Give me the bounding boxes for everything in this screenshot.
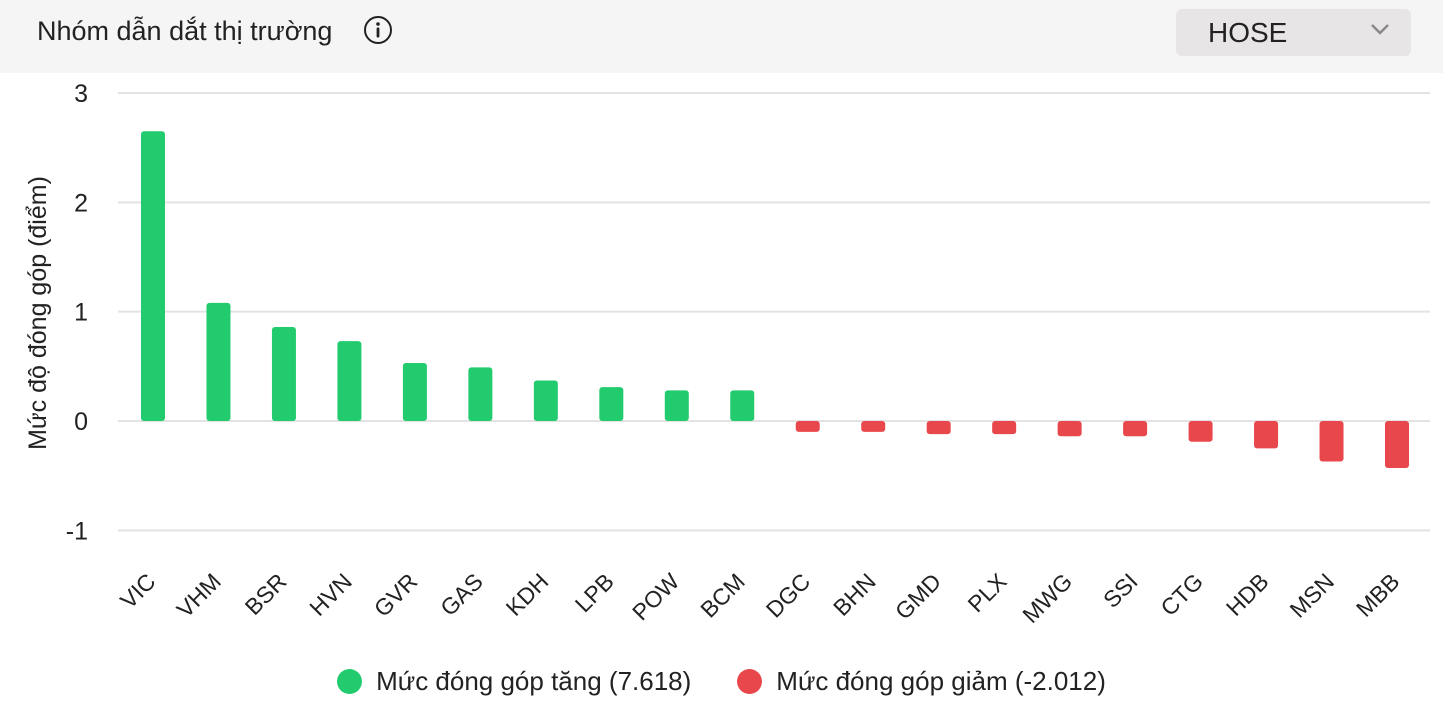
x-tick-label: HVN bbox=[304, 568, 357, 621]
x-tick-label: POW bbox=[627, 568, 684, 625]
y-axis-label: Mức độ đóng góp (điểm) bbox=[24, 176, 52, 450]
bar bbox=[664, 390, 689, 421]
bar bbox=[861, 421, 886, 432]
bar bbox=[402, 363, 427, 421]
x-tick-label: PLX bbox=[963, 568, 1012, 617]
x-tick-label: VHM bbox=[171, 568, 226, 623]
y-tick-label: -1 bbox=[66, 517, 88, 545]
bar bbox=[1123, 421, 1148, 437]
bar bbox=[1385, 421, 1409, 469]
x-tick-label: GMD bbox=[890, 568, 946, 624]
x-tick-label: VIC bbox=[115, 568, 160, 613]
chevron-down-icon bbox=[1371, 24, 1389, 35]
legend-dot-down bbox=[737, 668, 763, 694]
legend-item-up[interactable]: Mức đóng góp tăng (7.618) bbox=[337, 666, 691, 697]
y-tick-label: 3 bbox=[74, 80, 88, 108]
bar-chart: 3 2 1 0 -1 Mức độ đóng góp (điểm) VIC VHM BSR HVN… bbox=[24, 80, 1430, 628]
x-tick-label: GAS bbox=[435, 568, 488, 621]
x-tick-label: BHN bbox=[828, 568, 881, 621]
bar bbox=[271, 326, 296, 421]
x-tick-label: HDB bbox=[1221, 568, 1274, 621]
x-tick-label: KDH bbox=[501, 568, 554, 621]
legend-dot-up bbox=[337, 668, 363, 694]
x-tick-label: MSN bbox=[1285, 568, 1340, 623]
y-tick-label: 2 bbox=[74, 189, 88, 217]
bar bbox=[468, 367, 493, 421]
bar bbox=[730, 390, 755, 421]
y-tick-label: 0 bbox=[74, 408, 88, 436]
bar bbox=[795, 421, 820, 432]
bar bbox=[337, 341, 362, 421]
legend-label-up: Mức đóng góp tăng (7.618) bbox=[376, 665, 692, 696]
x-tick-label: SSI bbox=[1098, 568, 1143, 613]
x-tick-label: MBB bbox=[1351, 568, 1405, 622]
bar bbox=[1254, 421, 1279, 449]
bar bbox=[533, 380, 558, 421]
exchange-select-value: HOSE bbox=[1208, 17, 1288, 48]
bar bbox=[599, 387, 624, 421]
bar bbox=[992, 421, 1017, 435]
bar bbox=[1319, 421, 1344, 462]
info-icon[interactable] bbox=[363, 15, 393, 45]
x-tick-label: BSR bbox=[240, 568, 292, 620]
panel-title: Nhóm dẫn dắt thị trường bbox=[37, 16, 333, 46]
bar bbox=[1057, 421, 1082, 437]
bar bbox=[926, 421, 951, 435]
bar bbox=[1188, 421, 1213, 442]
x-tick-label: BCM bbox=[695, 568, 750, 623]
exchange-select[interactable]: HOSE bbox=[1176, 9, 1411, 56]
chart-legend: Mức đóng góp tăng (7.618) Mức đóng góp g… bbox=[0, 661, 1443, 701]
legend-label-down: Mức đóng góp giảm (-2.012) bbox=[776, 665, 1106, 696]
legend-item-down[interactable]: Mức đóng góp giảm (-2.012) bbox=[737, 666, 1106, 697]
x-tick-label: GVR bbox=[369, 568, 423, 622]
x-tick-label: MWG bbox=[1017, 568, 1077, 628]
bar bbox=[206, 302, 231, 421]
x-tick-label: CTG bbox=[1155, 568, 1208, 621]
x-tick-label: DGC bbox=[761, 568, 816, 623]
y-tick-label: 1 bbox=[74, 299, 88, 327]
bar bbox=[141, 131, 165, 421]
header-bar: Nhóm dẫn dắt thị trường HOSE bbox=[0, 0, 1443, 73]
x-tick-label: LPB bbox=[570, 568, 619, 617]
